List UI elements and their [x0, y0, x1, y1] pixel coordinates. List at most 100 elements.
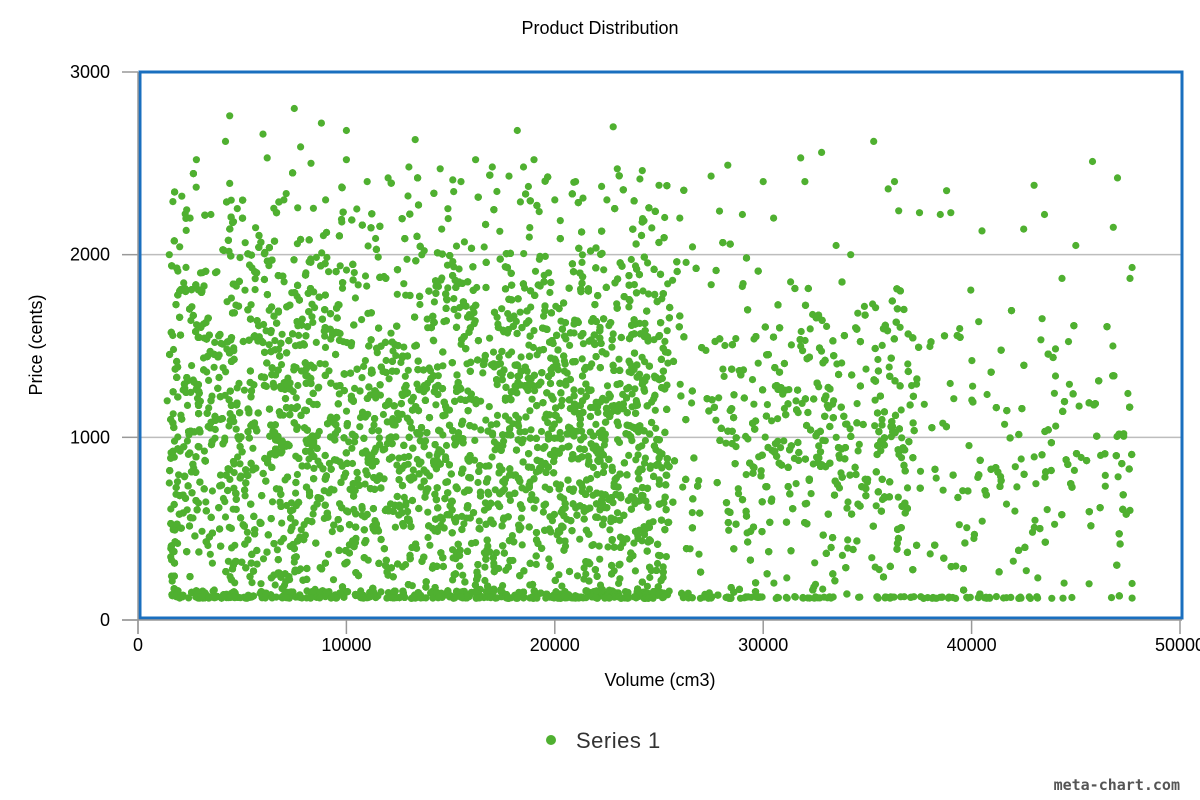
- data-point: [393, 461, 401, 469]
- data-point: [292, 489, 300, 497]
- data-point: [526, 224, 534, 232]
- data-point: [280, 278, 288, 286]
- data-point: [211, 269, 220, 277]
- data-point: [470, 456, 479, 464]
- data-point: [676, 380, 684, 388]
- data-points: [163, 104, 1136, 603]
- data-point: [748, 376, 757, 384]
- data-point: [444, 205, 452, 213]
- data-point: [734, 485, 742, 493]
- data-point: [273, 546, 281, 554]
- data-point: [208, 487, 216, 495]
- data-point: [640, 459, 649, 467]
- data-point: [715, 394, 723, 402]
- data-point: [450, 295, 458, 303]
- data-point: [169, 198, 177, 206]
- data-point: [871, 396, 879, 404]
- data-point: [208, 559, 216, 567]
- data-point: [227, 524, 235, 533]
- data-point: [807, 490, 815, 498]
- data-point: [872, 304, 880, 312]
- data-point: [589, 541, 598, 549]
- data-point: [449, 554, 457, 562]
- data-point: [424, 508, 432, 516]
- data-point: [400, 493, 408, 501]
- data-point: [480, 243, 488, 251]
- data-point: [1011, 507, 1019, 515]
- data-point: [630, 281, 639, 289]
- data-point: [278, 330, 286, 338]
- chart-title: Product Distribution: [521, 18, 678, 38]
- data-point: [750, 400, 758, 408]
- data-point: [312, 338, 320, 346]
- data-point: [897, 406, 905, 414]
- data-point: [968, 357, 976, 365]
- data-point: [404, 192, 412, 200]
- data-point: [210, 363, 218, 371]
- data-point: [978, 517, 986, 525]
- data-point: [265, 341, 273, 349]
- data-point: [613, 509, 622, 517]
- data-point: [482, 416, 490, 424]
- data-point: [603, 382, 612, 390]
- data-point: [248, 579, 256, 587]
- data-point: [1109, 342, 1117, 350]
- data-point: [438, 274, 446, 282]
- data-point: [178, 192, 186, 200]
- data-point: [1101, 471, 1109, 479]
- data-point: [206, 550, 214, 558]
- data-point: [356, 423, 364, 431]
- data-point: [252, 224, 260, 232]
- data-point: [219, 494, 227, 503]
- data-point: [282, 190, 290, 198]
- data-point: [471, 436, 479, 444]
- data-point: [393, 290, 401, 298]
- data-point: [1038, 315, 1046, 323]
- data-point: [475, 517, 483, 525]
- data-point: [894, 493, 902, 501]
- data-point: [363, 282, 371, 290]
- data-point: [183, 401, 192, 409]
- data-point: [548, 517, 557, 525]
- data-point: [615, 438, 624, 447]
- data-point: [644, 259, 652, 267]
- data-point: [855, 440, 863, 448]
- data-point: [1017, 455, 1025, 463]
- data-point: [688, 399, 696, 407]
- data-point: [228, 544, 236, 552]
- data-point: [350, 269, 358, 277]
- data-point: [459, 571, 467, 579]
- data-point: [627, 255, 635, 264]
- data-point: [872, 502, 880, 510]
- data-point: [526, 407, 534, 415]
- data-point: [321, 332, 329, 340]
- data-point: [878, 341, 886, 349]
- data-point: [403, 255, 411, 263]
- data-point: [815, 442, 823, 450]
- data-point: [651, 406, 659, 414]
- data-point: [342, 266, 351, 274]
- data-point: [287, 499, 296, 507]
- data-point: [379, 410, 387, 419]
- data-point: [602, 418, 610, 426]
- data-point: [173, 478, 182, 486]
- data-point: [578, 251, 587, 259]
- data-point: [695, 550, 703, 558]
- data-point: [458, 512, 466, 521]
- data-point: [454, 312, 462, 320]
- data-point: [969, 382, 977, 390]
- data-point: [832, 433, 840, 441]
- data-point: [787, 341, 796, 349]
- data-point: [721, 341, 729, 350]
- data-point: [578, 355, 586, 363]
- data-point: [216, 471, 225, 479]
- data-point: [983, 390, 991, 399]
- data-point: [205, 404, 213, 412]
- data-point: [662, 553, 671, 561]
- data-point: [628, 390, 636, 398]
- data-point: [392, 352, 400, 360]
- data-point: [1058, 274, 1066, 282]
- data-point: [1107, 594, 1116, 602]
- data-point: [528, 395, 536, 403]
- data-point: [474, 478, 482, 487]
